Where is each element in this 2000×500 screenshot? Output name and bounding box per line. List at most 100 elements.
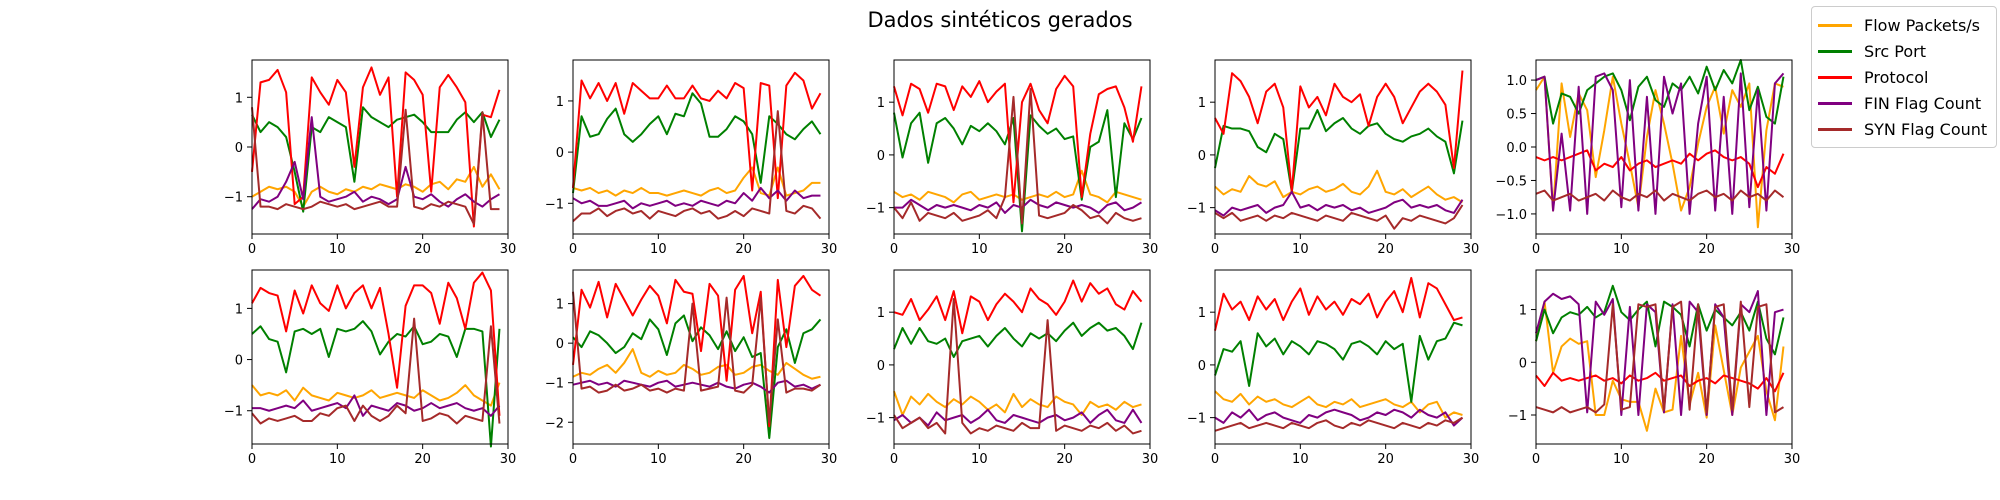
legend-item: Protocol [1818,64,1990,90]
series-line [1535,300,1785,432]
series-line [893,321,1143,358]
x-tick-label: 20 [414,242,431,257]
subplot-9: 0 10 20 30 −1 0 1 [1187,269,1480,467]
x-tick-label: 10 [1613,452,1630,467]
x-tick-label: 20 [414,452,431,467]
x-tick-label: 30 [821,242,838,257]
series-line [572,71,822,200]
series-line [572,274,822,428]
series-line [572,291,822,424]
y-tick-label: 0 [1519,356,1527,371]
legend-swatch [1818,101,1852,105]
y-tick-label: 1 [556,298,564,313]
legend-item: Src Port [1818,38,1990,64]
series-line [252,394,501,417]
series-line [1214,204,1464,230]
subplot-4: 0 10 20 30 −1 0 1 [1187,59,1479,257]
x-tick-label: 30 [1463,452,1480,467]
legend: Flow Packets/s Src Port Protocol FIN Flag C… [1811,6,1997,148]
x-tick-label: 30 [1142,242,1159,257]
x-tick-label: 10 [1613,242,1630,257]
legend-label: Protocol [1864,67,1929,87]
subplot-2: 0 10 20 30 −1 0 1 [545,59,838,257]
series-line [251,107,500,226]
y-tick-label: 0 [235,141,243,156]
x-tick-label: 0 [1211,452,1219,467]
series-line [251,116,500,210]
series-line [251,271,501,416]
axes-frame [1214,269,1472,445]
series-line [1214,190,1464,217]
x-tick-label: 10 [650,452,667,467]
series-line [894,198,1142,214]
y-tick-label: −1 [224,191,243,206]
series-line [1214,109,1464,193]
series-line [893,298,1142,435]
subplot-5: 0 10 20 30 −1.0 −0.5 0.0 0.5 1.0 [1495,59,1800,257]
y-tick-label: −2 [545,416,564,431]
subplot-3: 0 10 20 30 −1 0 1 [866,59,1159,257]
axes-frame [251,269,509,445]
series-line [572,348,821,380]
y-tick-label: 1 [235,91,243,106]
y-tick-label: −1 [866,202,885,217]
series-line [572,379,821,394]
series-line [1214,416,1463,432]
legend-label: Src Port [1864,41,1926,61]
y-tick-label: 1 [1519,304,1527,319]
x-tick-label: 0 [248,242,256,257]
series-line [893,169,1142,204]
x-tick-label: 10 [329,242,346,257]
series-line [1535,284,1785,356]
axes-frame [1535,269,1793,445]
axes-frame [893,59,1151,235]
x-tick-label: 20 [1056,452,1073,467]
legend-label: Flow Packets/s [1864,15,1981,35]
subplot-7: 0 10 20 30 −2 −1 0 1 [545,269,838,467]
x-tick-label: 30 [821,452,838,467]
x-tick-label: 0 [1532,242,1540,257]
y-tick-label: −1 [224,405,243,420]
x-tick-label: 0 [1211,242,1219,257]
y-tick-label: 0 [1198,359,1206,374]
x-tick-label: 20 [1377,452,1394,467]
y-tick-label: 1 [1198,306,1206,321]
legend-swatch [1818,23,1852,27]
y-tick-label: 0 [235,354,243,369]
axes-frame [572,269,830,445]
series-line [893,279,1143,335]
y-tick-label: −1 [866,412,885,427]
series-line [1214,321,1463,403]
y-tick-label: 0 [556,146,564,161]
series-line [893,408,1143,427]
series-line [1214,70,1464,193]
legend-item: FIN Flag Count [1818,90,1990,116]
series-line [572,314,822,440]
y-tick-label: −1 [1187,202,1206,217]
legend-item: SYN Flag Count [1818,116,1990,142]
legend-swatch [1818,49,1852,53]
series-line [1535,300,1784,414]
y-tick-label: 1 [1198,96,1206,111]
series-line [251,320,501,448]
legend-label: SYN Flag Count [1864,119,1988,139]
y-tick-label: 0 [556,337,564,352]
series-line [251,66,501,228]
legend-item: Flow Packets/s [1818,12,1990,38]
y-tick-label: 0.0 [1506,141,1527,156]
y-tick-label: 1 [877,96,885,111]
y-tick-label: 1 [235,302,243,317]
y-tick-label: 1.0 [1506,74,1527,89]
x-tick-label: 10 [971,242,988,257]
subplot-10: 0 10 20 30 −1 0 1 [1508,269,1800,467]
series-line [1535,149,1785,189]
chart-title: Dados sintéticos gerados [867,8,1133,32]
x-tick-label: 30 [1142,452,1159,467]
series-line [1214,408,1464,427]
y-tick-label: 0 [877,359,885,374]
x-tick-label: 0 [1532,452,1540,467]
x-tick-label: 10 [1292,242,1309,257]
series-line [893,390,1142,416]
